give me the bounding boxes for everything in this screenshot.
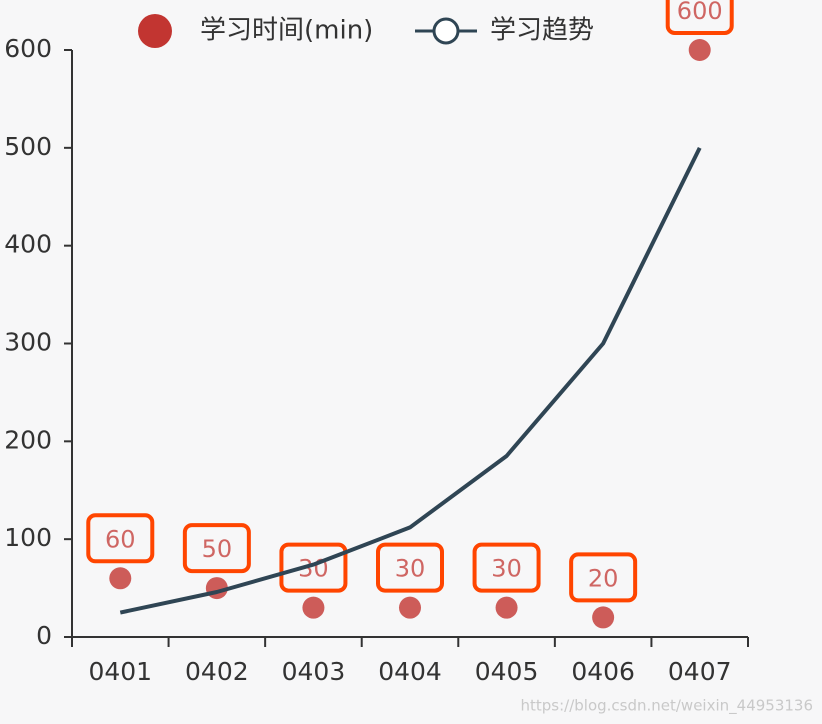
highlight-box [279, 542, 348, 593]
y-tick-label: 500 [4, 132, 52, 161]
highlight-box [665, 0, 734, 35]
highlight-box [569, 552, 638, 603]
data-label: 20 [588, 564, 619, 592]
x-tick-label: 0406 [571, 657, 635, 686]
data-label: 50 [202, 535, 233, 563]
data-label: 30 [491, 555, 522, 583]
y-tick-label: 400 [4, 230, 52, 259]
y-tick-label: 600 [4, 34, 52, 63]
scatter-point [399, 596, 421, 619]
watermark: https://blog.csdn.net/weixin_44953136 [520, 697, 813, 716]
x-tick-label: 0404 [378, 657, 442, 686]
y-tick-label: 200 [4, 425, 52, 454]
y-tick-label: 100 [4, 523, 52, 552]
y-tick-label: 300 [4, 328, 52, 357]
x-tick-label: 0403 [282, 657, 346, 686]
x-tick-label: 0402 [185, 657, 249, 686]
x-tick-label: 0407 [668, 657, 732, 686]
y-tick-label: 0 [36, 621, 52, 650]
highlight-box [182, 523, 251, 574]
scatter-point [495, 596, 518, 619]
data-label: 60 [105, 525, 136, 553]
data-label: 600 [677, 0, 723, 25]
legend-label: 学习时间(min) [200, 16, 373, 46]
scatter-point [302, 596, 325, 619]
legend-label: 学习趋势 [490, 16, 594, 46]
scatter-point [688, 39, 711, 61]
trend-line [119, 146, 702, 615]
legend-marker [432, 17, 460, 45]
highlight-box [472, 542, 541, 593]
x-tick-label: 0401 [88, 657, 152, 686]
highlight-box [376, 542, 444, 593]
legend-marker [138, 14, 172, 48]
x-tick-label: 0405 [475, 657, 539, 686]
data-label: 30 [395, 555, 426, 583]
scatter-point [109, 567, 132, 590]
highlight-box [86, 513, 155, 564]
scatter-point [592, 606, 615, 629]
